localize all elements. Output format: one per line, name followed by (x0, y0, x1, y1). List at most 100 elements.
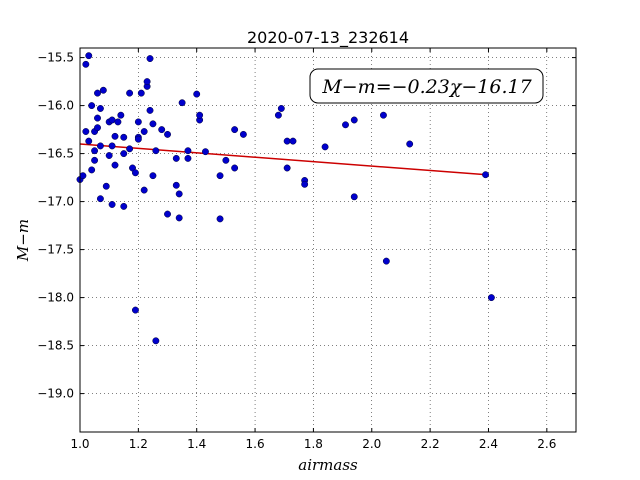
data-point (91, 147, 99, 155)
axis-tick-labels: 1.0 1.2 1.4 1.6 1.8 2.0 2.2 2.4 2.6 −15.5 −16.0 −16… (37, 51, 556, 451)
data-point (379, 111, 387, 119)
fit-line (79, 143, 489, 176)
data-point (94, 124, 101, 132)
data-point (85, 52, 93, 60)
data-point (149, 120, 157, 128)
x-tick-label: 2.6 (537, 437, 556, 451)
data-point (152, 337, 160, 345)
data-point (487, 294, 495, 302)
data-point (99, 86, 107, 94)
data-point (126, 89, 134, 97)
data-point (149, 172, 157, 180)
data-point (216, 172, 224, 180)
data-point (117, 111, 125, 119)
data-point (406, 140, 414, 148)
data-point (178, 99, 186, 107)
data-points (76, 52, 495, 345)
data-point (239, 130, 247, 138)
data-point (120, 133, 128, 141)
y-tick-label: −15.5 (37, 51, 74, 65)
data-point (283, 137, 291, 145)
data-point (82, 60, 90, 68)
data-point (108, 201, 116, 208)
data-point (131, 169, 139, 177)
y-tick-label: −18.5 (37, 339, 74, 353)
data-point (175, 190, 183, 198)
data-point (94, 114, 101, 122)
x-tick-label: 2.0 (362, 437, 381, 451)
data-point (172, 181, 180, 189)
fit-line-group (79, 143, 489, 176)
data-point (184, 154, 192, 162)
data-point (140, 128, 148, 135)
y-tick-label: −18.0 (37, 291, 74, 305)
data-point (143, 78, 151, 86)
fit-equation-box: M−m=−0.23χ−16.17 (309, 68, 544, 104)
data-point (134, 118, 142, 126)
data-point (231, 164, 239, 172)
data-point (202, 148, 209, 156)
plot-area-frame (79, 47, 577, 433)
data-point (193, 90, 201, 98)
data-point (120, 202, 128, 210)
data-point (108, 142, 116, 150)
data-point (172, 154, 180, 162)
data-point (196, 111, 204, 119)
y-tick-label: −17.0 (37, 195, 74, 209)
y-axis-label: M−m (14, 219, 32, 262)
data-point (96, 105, 104, 112)
data-point (140, 186, 148, 194)
data-point (82, 128, 90, 135)
data-point (146, 55, 154, 63)
axis-ticks (79, 48, 576, 432)
data-point (164, 210, 171, 218)
data-point (231, 126, 239, 134)
data-point (216, 215, 224, 223)
data-point (152, 147, 160, 155)
data-point (283, 164, 291, 172)
data-point (91, 156, 99, 164)
data-point (102, 182, 110, 190)
data-point (79, 172, 87, 180)
y-tick-label: −17.5 (37, 243, 74, 257)
y-tick-label: −16.0 (37, 99, 74, 113)
data-point (114, 118, 122, 126)
data-point (137, 89, 145, 97)
data-point (88, 166, 96, 174)
data-point (382, 257, 390, 265)
data-point (175, 214, 183, 222)
data-point (85, 137, 93, 145)
data-point (131, 306, 139, 314)
x-tick-label: 1.0 (70, 437, 89, 451)
data-point (88, 102, 96, 110)
grid (79, 48, 576, 432)
data-point (108, 116, 116, 124)
data-point (184, 147, 192, 155)
y-tick-label: −19.0 (37, 387, 74, 401)
data-point (96, 142, 104, 150)
chart-title: 2020-07-13_232614 (247, 28, 409, 48)
data-point (350, 193, 358, 201)
x-tick-label: 2.2 (421, 437, 440, 451)
data-point (342, 121, 349, 129)
data-point (222, 156, 230, 164)
data-point (120, 150, 128, 158)
data-point (321, 143, 329, 151)
x-tick-label: 2.4 (479, 437, 498, 451)
x-tick-label: 1.8 (304, 437, 323, 451)
data-point (94, 89, 101, 97)
data-point (111, 132, 119, 140)
data-point (350, 116, 358, 124)
data-point (274, 111, 282, 119)
data-point (134, 135, 142, 143)
data-point (301, 180, 309, 188)
x-tick-label: 1.4 (187, 437, 206, 451)
data-point (277, 105, 285, 112)
fit-equation-frame (309, 68, 544, 104)
data-point (289, 137, 297, 145)
data-point (164, 130, 171, 138)
y-tick-label: −16.5 (37, 147, 74, 161)
x-axis-label: airmass (298, 456, 358, 474)
data-point (146, 106, 154, 114)
